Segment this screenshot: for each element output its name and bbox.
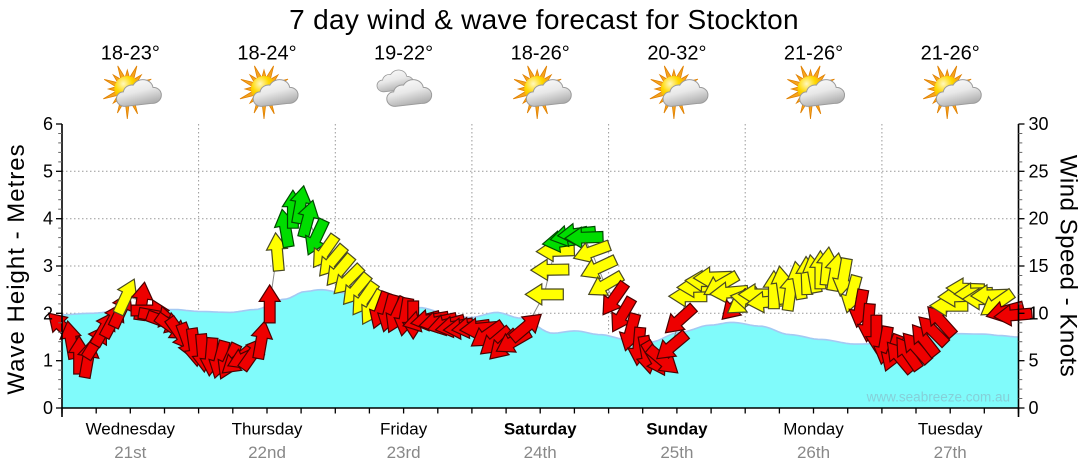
svg-text:25: 25 xyxy=(1029,161,1049,181)
svg-text:21-26°: 21-26° xyxy=(784,43,843,65)
svg-text:0: 0 xyxy=(43,398,53,418)
svg-text:2: 2 xyxy=(43,303,53,323)
svg-text:18-26°: 18-26° xyxy=(511,43,570,65)
svg-text:Thursday: Thursday xyxy=(232,420,303,439)
svg-text:Friday: Friday xyxy=(380,420,428,439)
svg-text:Wave Height - Metres: Wave Height - Metres xyxy=(3,143,30,394)
svg-text:www.seabreeze.com.au: www.seabreeze.com.au xyxy=(866,390,1010,405)
svg-text:Wind Speed - Knots: Wind Speed - Knots xyxy=(1055,155,1080,377)
svg-text:21-26°: 21-26° xyxy=(921,43,980,65)
svg-text:0: 0 xyxy=(1029,398,1039,418)
svg-text:Monday: Monday xyxy=(783,420,844,439)
svg-text:21st: 21st xyxy=(114,443,146,462)
svg-text:30: 30 xyxy=(1029,114,1049,134)
svg-text:18-24°: 18-24° xyxy=(237,43,296,65)
svg-text:22nd: 22nd xyxy=(248,443,286,462)
svg-text:18-23°: 18-23° xyxy=(101,43,160,65)
svg-text:24th: 24th xyxy=(524,443,557,462)
svg-text:10: 10 xyxy=(1029,303,1049,323)
svg-text:4: 4 xyxy=(43,209,53,229)
svg-text:5: 5 xyxy=(43,161,53,181)
svg-text:26th: 26th xyxy=(797,443,830,462)
svg-text:20-32°: 20-32° xyxy=(647,43,706,65)
svg-text:5: 5 xyxy=(1029,351,1039,371)
svg-text:1: 1 xyxy=(43,351,53,371)
svg-text:Sunday: Sunday xyxy=(646,420,708,439)
svg-text:25th: 25th xyxy=(660,443,693,462)
svg-text:15: 15 xyxy=(1029,256,1049,276)
svg-text:27th: 27th xyxy=(934,443,967,462)
svg-text:3: 3 xyxy=(43,256,53,276)
svg-text:6: 6 xyxy=(43,114,53,134)
svg-text:Saturday: Saturday xyxy=(504,420,577,439)
svg-text:20: 20 xyxy=(1029,209,1049,229)
svg-text:Wednesday: Wednesday xyxy=(86,420,176,439)
svg-text:Tuesday: Tuesday xyxy=(918,420,983,439)
svg-text:7 day wind & wave forecast for: 7 day wind & wave forecast for Stockton xyxy=(289,4,799,35)
svg-text:23rd: 23rd xyxy=(387,443,421,462)
svg-text:19-22°: 19-22° xyxy=(374,43,433,65)
